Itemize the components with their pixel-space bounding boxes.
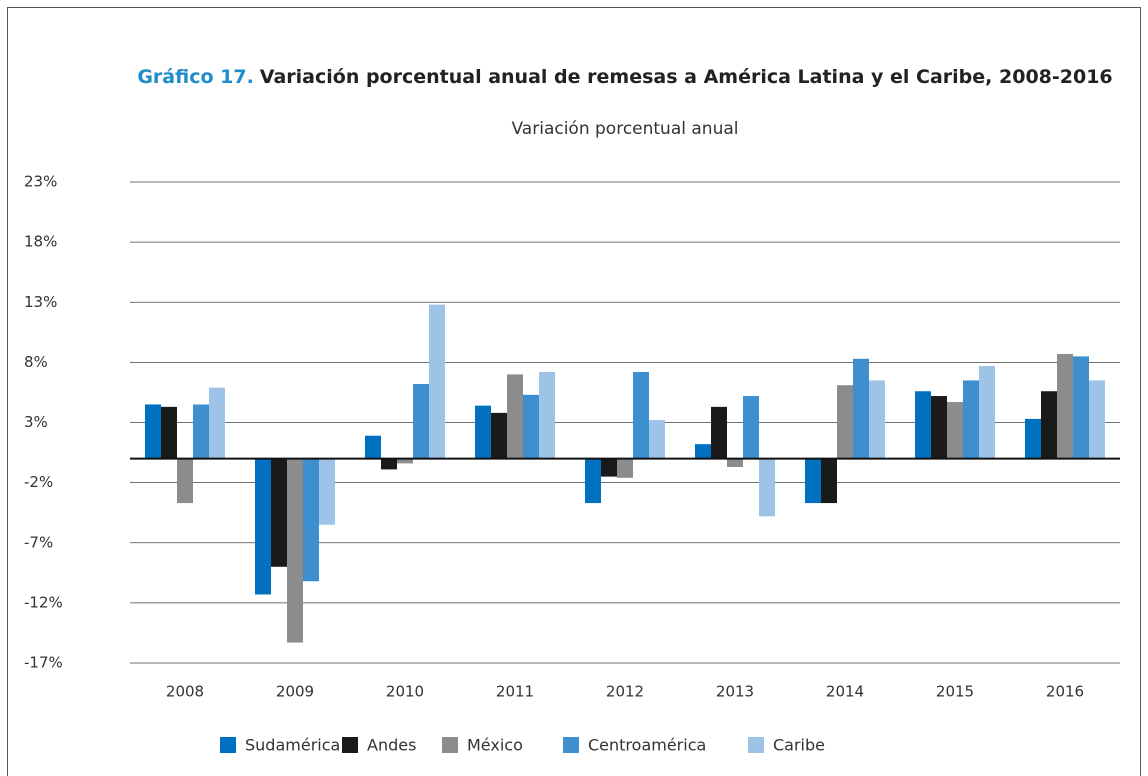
frame bbox=[7, 7, 1141, 776]
y-tick-label: -7% bbox=[24, 533, 53, 551]
bar bbox=[429, 304, 445, 459]
bar bbox=[177, 458, 193, 504]
bar bbox=[759, 458, 775, 517]
bar bbox=[287, 458, 303, 643]
x-tick-label: 2009 bbox=[276, 683, 314, 701]
bar bbox=[319, 458, 335, 525]
bar bbox=[365, 435, 381, 459]
x-tick-label: 2016 bbox=[1046, 683, 1084, 701]
y-tick-label: -2% bbox=[24, 473, 53, 491]
bar bbox=[727, 458, 743, 467]
bar bbox=[1089, 380, 1105, 459]
x-tick-label: 2010 bbox=[386, 683, 424, 701]
y-tick-label: -12% bbox=[24, 593, 63, 611]
bar bbox=[853, 358, 869, 459]
y-tick-label: 3% bbox=[24, 413, 48, 431]
bar bbox=[523, 394, 539, 459]
y-tick-label: 18% bbox=[24, 233, 57, 251]
bar bbox=[1073, 356, 1089, 459]
x-tick-label: 2011 bbox=[496, 683, 534, 701]
bar bbox=[413, 384, 429, 459]
bar bbox=[1057, 353, 1073, 459]
y-tick-label: 13% bbox=[24, 293, 57, 311]
legend-swatch bbox=[563, 737, 579, 753]
y-tick-label: 23% bbox=[24, 173, 57, 191]
x-tick-label: 2012 bbox=[606, 683, 644, 701]
bar bbox=[695, 444, 711, 459]
bar bbox=[585, 458, 601, 504]
legend-label: Sudamérica bbox=[245, 736, 340, 755]
bar bbox=[491, 412, 507, 459]
bar bbox=[601, 458, 617, 477]
bar bbox=[303, 458, 319, 582]
bar bbox=[475, 405, 491, 459]
bar bbox=[381, 458, 397, 470]
bar bbox=[947, 402, 963, 459]
legend-swatch bbox=[342, 737, 358, 753]
title-text: Variación porcentual anual de remesas a … bbox=[260, 66, 1113, 88]
bar bbox=[1025, 418, 1041, 459]
legend-label: Andes bbox=[367, 736, 416, 755]
x-tick-label: 2014 bbox=[826, 683, 864, 701]
bar bbox=[821, 458, 837, 504]
legend-swatch bbox=[220, 737, 236, 753]
bar bbox=[397, 458, 413, 464]
legend-label: México bbox=[467, 736, 523, 755]
bar bbox=[193, 404, 209, 459]
bar bbox=[649, 420, 665, 459]
legend-swatch bbox=[748, 737, 764, 753]
bar bbox=[209, 387, 225, 459]
bar bbox=[617, 458, 633, 478]
bar bbox=[1041, 391, 1057, 459]
y-tick-label: 8% bbox=[24, 353, 48, 371]
y-tick-label: -17% bbox=[24, 654, 63, 672]
x-tick-label: 2015 bbox=[936, 683, 974, 701]
bar bbox=[743, 396, 759, 459]
bar bbox=[539, 371, 555, 459]
legend-swatch bbox=[442, 737, 458, 753]
bar bbox=[963, 380, 979, 459]
x-tick-label: 2008 bbox=[166, 683, 204, 701]
bar bbox=[255, 458, 271, 595]
bar bbox=[161, 406, 177, 459]
legend-label: Centroamérica bbox=[588, 736, 706, 755]
chart-title: Gráfico 17. Variación porcentual anual de… bbox=[137, 66, 1112, 88]
title-label: Gráfico 17. bbox=[137, 66, 253, 88]
bar bbox=[869, 380, 885, 459]
bar bbox=[931, 396, 947, 459]
bar bbox=[837, 385, 853, 459]
bar bbox=[711, 406, 727, 459]
bar bbox=[633, 371, 649, 459]
bar bbox=[145, 404, 161, 459]
bar bbox=[805, 458, 821, 504]
bar bbox=[271, 458, 287, 567]
subtitle: Variación porcentual anual bbox=[512, 119, 739, 139]
bar bbox=[915, 391, 931, 459]
bar bbox=[507, 374, 523, 459]
legend-label: Caribe bbox=[773, 736, 825, 755]
x-tick-label: 2013 bbox=[716, 683, 754, 701]
bar bbox=[979, 365, 995, 459]
